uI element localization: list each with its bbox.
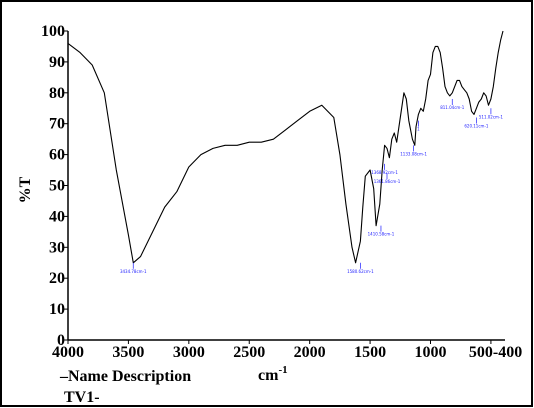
x-axis-label: cm-1 [258, 364, 288, 384]
peak-label: 1580.62cm-1 [347, 269, 374, 274]
y-tick-label: 0 [57, 332, 65, 349]
y-tick-label: 10 [49, 301, 65, 318]
y-tick-label: 50 [49, 178, 65, 195]
legend-name-description: –Name Description [59, 368, 191, 385]
y-tick-label: 60 [49, 147, 65, 164]
y-axis-label: %T [17, 176, 34, 203]
peak-label: 620.11cm-1 [464, 124, 489, 129]
peak-label: 1133.08cm-1 [400, 151, 427, 156]
x-tick-label: 3000 [173, 344, 205, 361]
y-tick-label: 80 [49, 85, 65, 102]
spectrum-line [67, 30, 504, 264]
y-tick-label: 20 [49, 270, 65, 287]
legend-tv1: TV1- [64, 389, 100, 406]
x-tick-label: 2500 [233, 344, 265, 361]
y-tick-group: 0 10 20 30 40 50 60 70 80 90 100 [41, 23, 68, 349]
x-tick-label: 500-400 [469, 344, 522, 361]
x-tick-label: 4000 [52, 344, 84, 361]
y-tick-label: 90 [49, 54, 65, 71]
peak-label: 1 [417, 127, 420, 132]
peak-label: 1368.92cm-1 [371, 170, 398, 175]
y-tick-label: 70 [49, 116, 65, 133]
peak-label: 811.04cm-1 [440, 105, 465, 110]
peak-label: 511.02cm-1 [479, 114, 504, 119]
annotation-group: 3434.78cm-1 1580.62cm-1 1410.58cm-1 1361.86… [120, 98, 504, 274]
x-tick-label: 3500 [112, 344, 144, 361]
x-axis-label-superscript: -1 [278, 364, 287, 376]
peak-label: 1410.58cm-1 [368, 232, 395, 237]
peak-label: 1361.86cm-1 [374, 179, 401, 184]
series-group [67, 30, 504, 264]
y-tick-label: 40 [49, 208, 65, 225]
y-tick-label: 30 [49, 239, 65, 256]
x-tick-group: 4000 3500 3000 2500 2000 1500 1000 500-400 [52, 340, 522, 361]
x-axis-label-base: cm [258, 367, 279, 384]
x-tick-label: 2000 [294, 344, 326, 361]
x-tick-label: 1500 [354, 344, 386, 361]
x-tick-label: 1000 [415, 344, 447, 361]
y-tick-label: 100 [41, 23, 65, 40]
peak-label: 3434.78cm-1 [120, 269, 147, 274]
